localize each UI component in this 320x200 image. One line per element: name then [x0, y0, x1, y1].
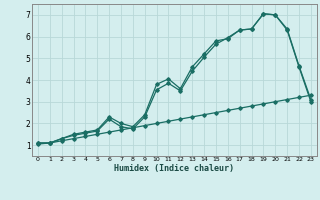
X-axis label: Humidex (Indice chaleur): Humidex (Indice chaleur) — [115, 164, 234, 173]
